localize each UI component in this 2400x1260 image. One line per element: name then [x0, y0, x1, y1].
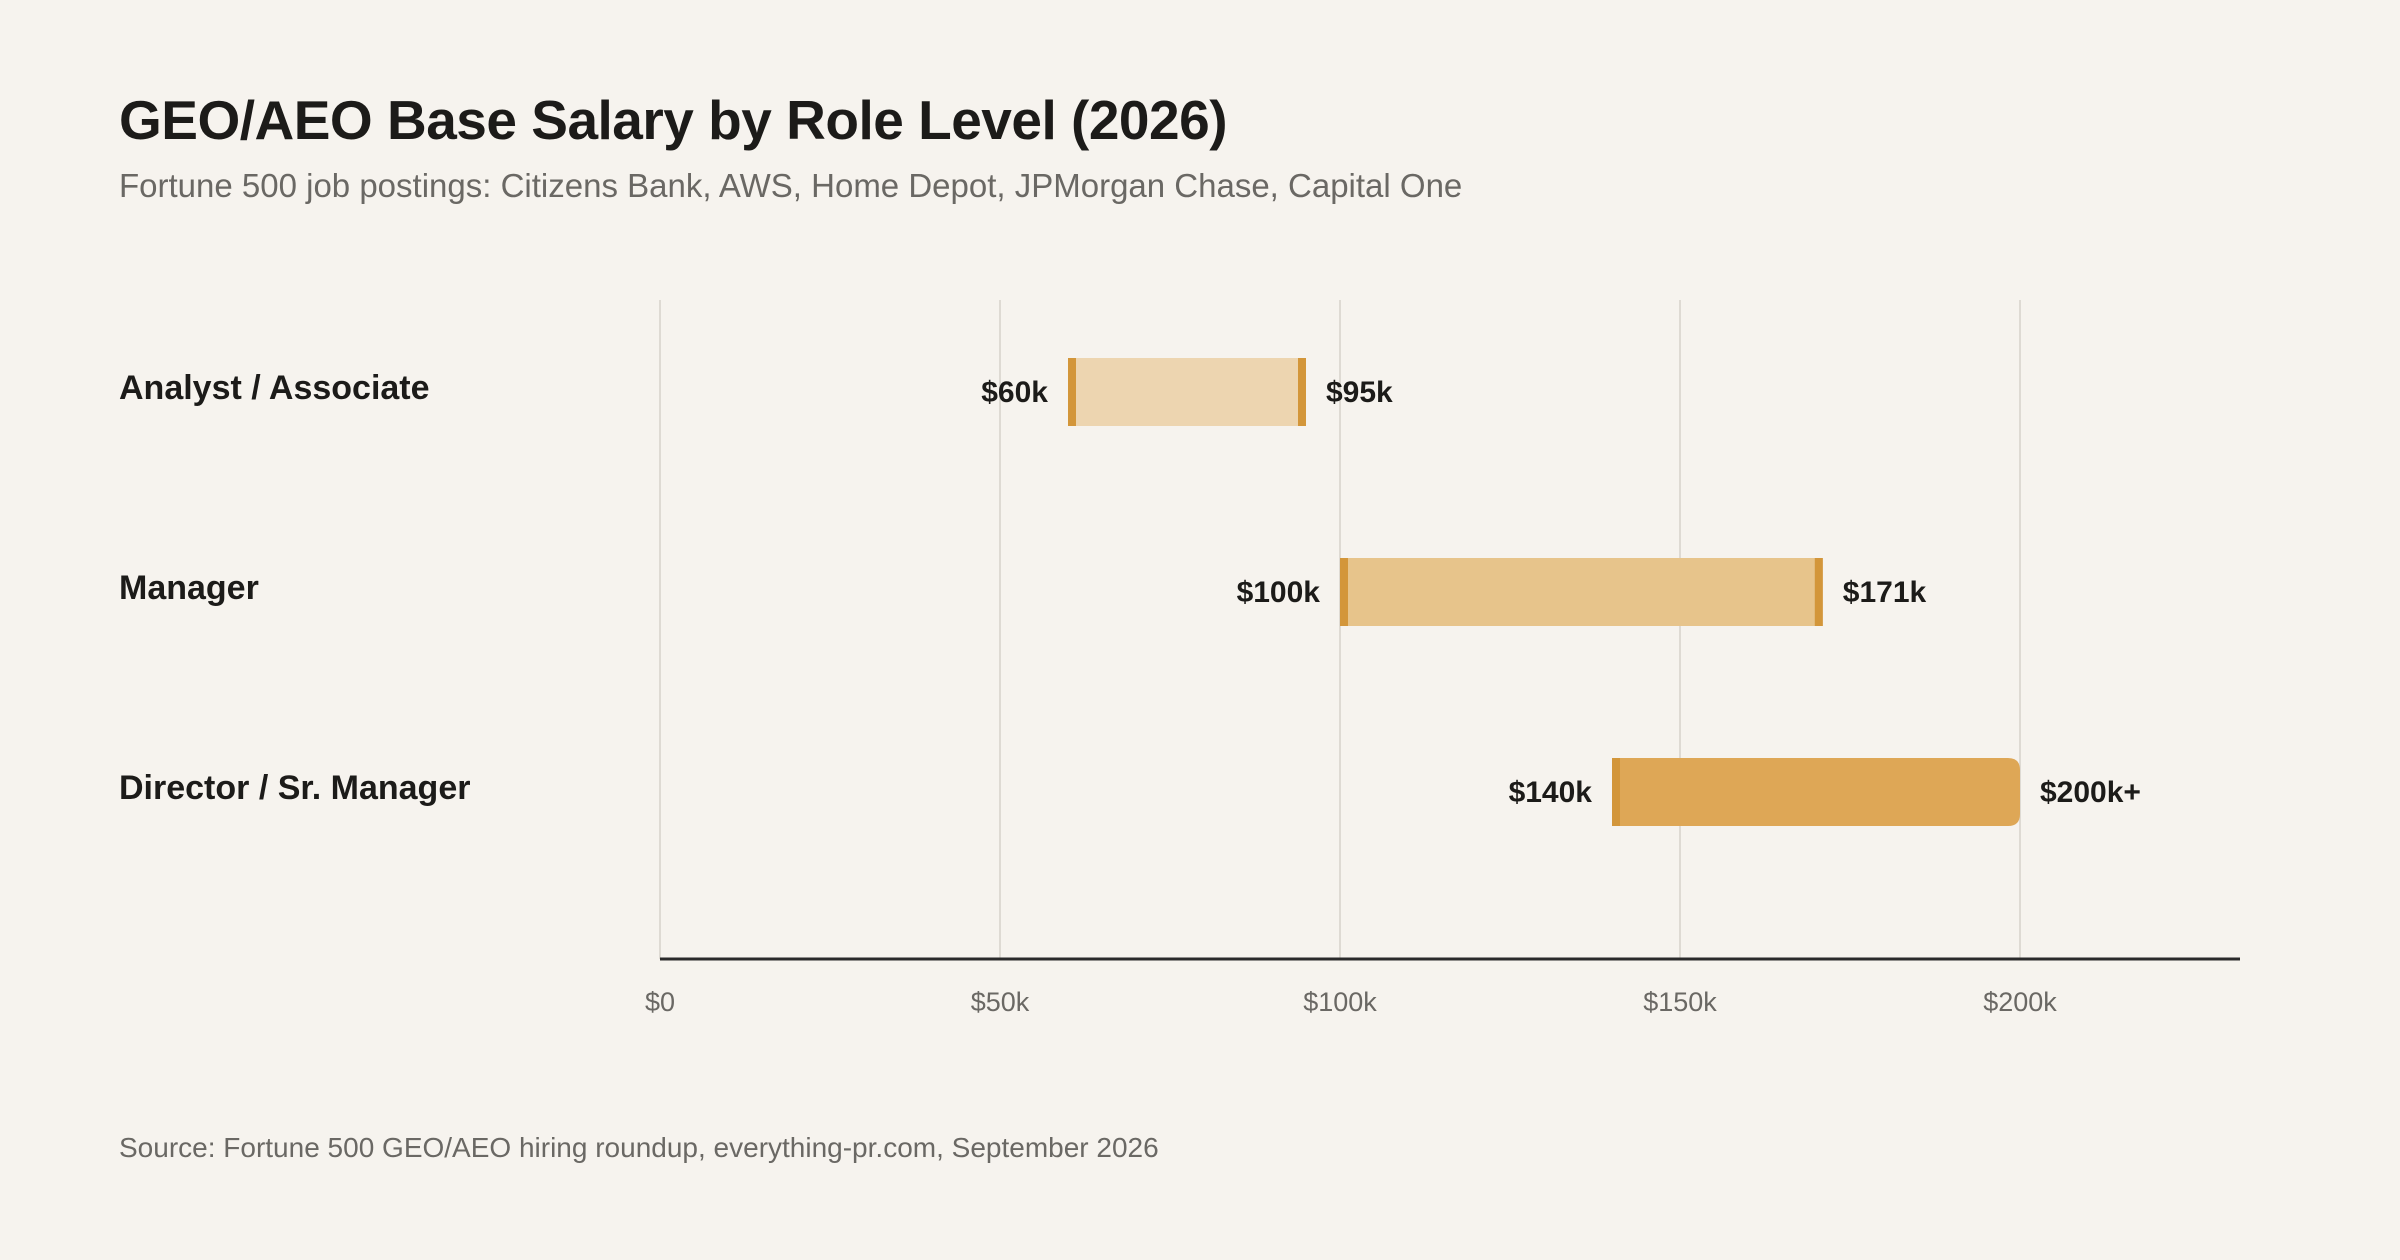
range-high-label-1: $171k	[1843, 576, 1927, 609]
range-high-label-0: $95k	[1326, 376, 1393, 409]
range-high-label-2: $200k+	[2040, 776, 2141, 809]
range-bar-2	[1612, 758, 2020, 826]
x-tick-label-2: $100k	[1303, 987, 1377, 1017]
x-tick-label-3: $150k	[1643, 987, 1717, 1017]
category-label-0: Analyst / Associate	[119, 369, 430, 407]
range-low-label-0: $60k	[981, 376, 1048, 409]
range-low-marker-2	[1612, 758, 1620, 826]
x-tick-label-4: $200k	[1983, 987, 2057, 1017]
range-low-label-1: $100k	[1237, 576, 1321, 609]
chart-title: GEO/AEO Base Salary by Role Level (2026)	[119, 89, 1228, 151]
category-label-2: Director / Sr. Manager	[119, 769, 470, 807]
range-low-label-2: $140k	[1509, 776, 1593, 809]
range-bar-1	[1340, 558, 1823, 626]
x-tick-label-0: $0	[645, 987, 675, 1017]
category-label-1: Manager	[119, 569, 259, 607]
range-low-marker-1	[1340, 558, 1348, 626]
range-high-marker-0	[1298, 358, 1306, 426]
range-low-marker-0	[1068, 358, 1076, 426]
source-note: Source: Fortune 500 GEO/AEO hiring round…	[119, 1132, 1159, 1163]
chart-subtitle: Fortune 500 job postings: Citizens Bank,…	[119, 167, 1463, 204]
range-high-marker-1	[1814, 558, 1823, 626]
range-bar-0	[1068, 358, 1306, 426]
x-tick-label-1: $50k	[971, 987, 1030, 1017]
